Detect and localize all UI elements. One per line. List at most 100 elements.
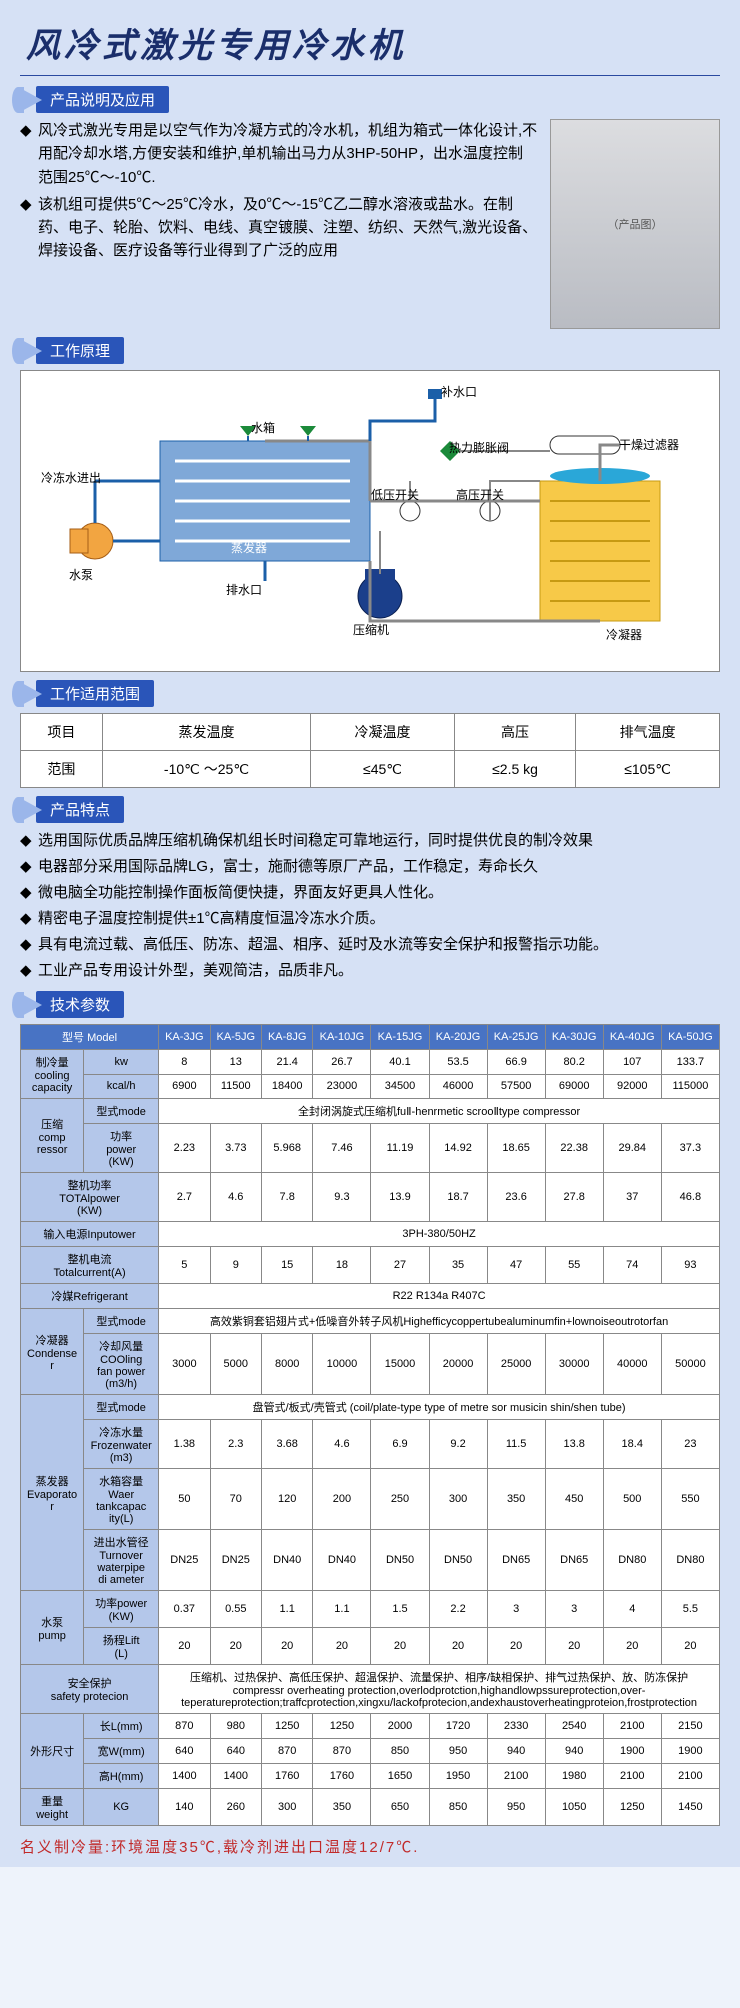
cell: 50000	[661, 1334, 719, 1395]
spec-header: 型号 Model	[21, 1025, 159, 1050]
intro-text: 风冷式激光专用是以空气作为冷凝方式的冷水机，机组为箱式一体化设计,不用配冷却水塔…	[20, 119, 538, 329]
row-label: 宽W(mm)	[84, 1739, 159, 1764]
cell: 20	[661, 1628, 719, 1665]
cell: 1760	[261, 1764, 312, 1789]
dlabel: 冷冻水进出	[41, 469, 101, 486]
cell: 7.46	[313, 1124, 371, 1173]
cell: 20	[487, 1628, 545, 1665]
cell: 4.6	[210, 1173, 261, 1222]
cell: 1.1	[261, 1591, 312, 1628]
row-group: 冷凝器 Condense r	[21, 1309, 84, 1395]
row-label: 扬程Lift (L)	[84, 1628, 159, 1665]
spec-table: 型号 ModelKA-3JGKA-5JGKA-8JGKA-10JGKA-15JG…	[20, 1024, 720, 1826]
cell: 260	[210, 1789, 261, 1826]
cell: 22.38	[545, 1124, 603, 1173]
cell: 870	[159, 1714, 210, 1739]
section-label: 产品说明及应用	[36, 86, 169, 113]
dlabel: 低压开关	[371, 486, 419, 503]
cell: 1650	[371, 1764, 429, 1789]
cell: 1450	[661, 1789, 719, 1826]
cell: 10000	[313, 1334, 371, 1395]
cell: 93	[661, 1247, 719, 1284]
cell: 18.4	[603, 1420, 661, 1469]
table-row: 水泵 pump功率power (KW)0.370.551.11.11.52.23…	[21, 1591, 720, 1628]
cell: 69000	[545, 1074, 603, 1099]
row-label: 水箱容量 Waer tankcapac ity(L)	[84, 1469, 159, 1530]
cell: 46.8	[661, 1173, 719, 1222]
table-row: 高H(mm)1400140017601760165019502100198021…	[21, 1764, 720, 1789]
section-label: 工作原理	[36, 337, 124, 364]
cell: 冷凝温度	[311, 714, 455, 751]
arrow-icon	[20, 798, 42, 822]
cell: 5	[159, 1247, 210, 1284]
cell: 115000	[661, 1074, 719, 1099]
cell: 120	[261, 1469, 312, 1530]
model-header: KA-50JG	[661, 1025, 719, 1050]
cell: 7.8	[261, 1173, 312, 1222]
cell: DN25	[159, 1530, 210, 1591]
cell: 6900	[159, 1074, 210, 1099]
row-label: 高H(mm)	[84, 1764, 159, 1789]
cell: 0.37	[159, 1591, 210, 1628]
table-row: 冷凝器 Condense r型式mode高效紫铜套铝翅片式+低噪音外转子风机Hi…	[21, 1309, 720, 1334]
cell: 29.84	[603, 1124, 661, 1173]
cell: 13	[210, 1050, 261, 1075]
row-label: 冷冻水量 Frozenwater (m3)	[84, 1420, 159, 1469]
feature-item: 精密电子温度控制提供±1℃高精度恒温冷冻水介质。	[20, 907, 720, 931]
cell: 2.23	[159, 1124, 210, 1173]
table-row: 水箱容量 Waer tankcapac ity(L)50701202002503…	[21, 1469, 720, 1530]
cell: 850	[371, 1739, 429, 1764]
table-row: 范围 -10℃ ～25℃ ≤45℃ ≤2.5 kg ≤105℃	[21, 751, 720, 788]
cell: 3PH-380/50HZ	[159, 1222, 720, 1247]
cell: 74	[603, 1247, 661, 1284]
cell: 133.7	[661, 1050, 719, 1075]
cell: 27.8	[545, 1173, 603, 1222]
cell: DN50	[371, 1530, 429, 1591]
row-label: 长L(mm)	[84, 1714, 159, 1739]
cell: 1.1	[313, 1591, 371, 1628]
row-label: 进出水管径 Turnover waterpipe di ameter	[84, 1530, 159, 1591]
table-row: 功率 power (KW)2.233.735.9687.4611.1914.92…	[21, 1124, 720, 1173]
cell: 20	[429, 1628, 487, 1665]
model-header: KA-20JG	[429, 1025, 487, 1050]
cell: 1.38	[159, 1420, 210, 1469]
cell: 6.9	[371, 1420, 429, 1469]
row-label: 冷却风量 COOling fan power (m3/h)	[84, 1334, 159, 1395]
cell: 1050	[545, 1789, 603, 1826]
cell: DN80	[603, 1530, 661, 1591]
row-label: 功率 power (KW)	[84, 1124, 159, 1173]
cell: 14.92	[429, 1124, 487, 1173]
cell: 18400	[261, 1074, 312, 1099]
section-label: 产品特点	[36, 796, 124, 823]
model-header: KA-25JG	[487, 1025, 545, 1050]
cell: 300	[429, 1469, 487, 1530]
cell: 1.5	[371, 1591, 429, 1628]
cell: 项目	[21, 714, 103, 751]
row-group: 制冷量 cooling capacity	[21, 1050, 84, 1099]
cell: 92000	[603, 1074, 661, 1099]
cell: 46000	[429, 1074, 487, 1099]
cell: 0.55	[210, 1591, 261, 1628]
cell: 55	[545, 1247, 603, 1284]
cell: 26.7	[313, 1050, 371, 1075]
cell: 35	[429, 1247, 487, 1284]
cell: 980	[210, 1714, 261, 1739]
cell: 640	[159, 1739, 210, 1764]
cell: 高效紫铜套铝翅片式+低噪音外转子风机Highefficycoppertubeal…	[159, 1309, 720, 1334]
cell: 11.5	[487, 1420, 545, 1469]
table-row: 安全保护 safety protecion压缩机、过热保护、高低压保护、超温保护…	[21, 1665, 720, 1714]
cell: 40000	[603, 1334, 661, 1395]
arrow-icon	[20, 88, 42, 112]
feature-item: 电器部分采用国际品牌LG，富士，施耐德等原厂产品，工作稳定，寿命长久	[20, 855, 720, 879]
dlabel: 高压开关	[456, 486, 504, 503]
section-label: 技术参数	[36, 991, 124, 1018]
cell: 650	[371, 1789, 429, 1826]
cell: 20	[603, 1628, 661, 1665]
cell: DN25	[210, 1530, 261, 1591]
cell: 1250	[313, 1714, 371, 1739]
dlabel: 压缩机	[353, 621, 389, 638]
cell: 1720	[429, 1714, 487, 1739]
feature-item: 工业产品专用设计外型，美观简洁，品质非凡。	[20, 959, 720, 983]
diagram-svg	[31, 381, 709, 661]
cell: 5000	[210, 1334, 261, 1395]
